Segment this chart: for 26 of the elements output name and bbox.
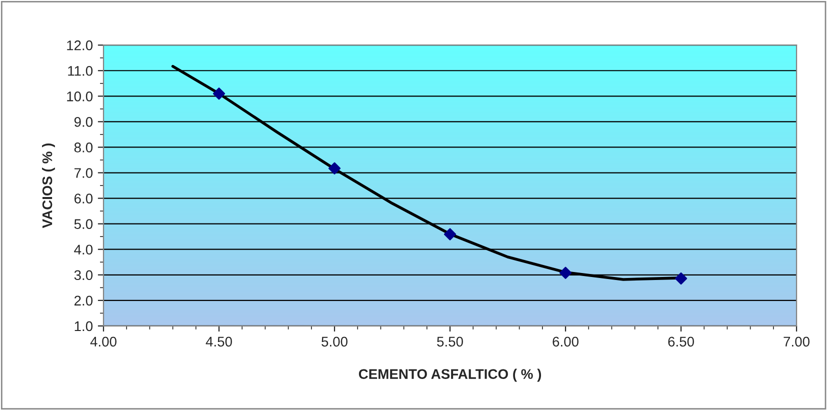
y-tick-label: 2.0 [74, 296, 93, 306]
x-tick-label: 7.00 [784, 336, 810, 347]
point [674, 272, 688, 285]
y-axis-title: VACIOS ( % ) [42, 144, 55, 228]
y-tick-label: 7.0 [74, 168, 93, 178]
point [444, 228, 456, 240]
y-tick-label: 11.0 [68, 66, 93, 76]
x-tick-label: 6.50 [668, 336, 694, 347]
y-tick-label: 8.0 [74, 142, 93, 152]
y-tick-label: 1.0 [74, 321, 93, 332]
y-tick-label: 10.0 [67, 92, 93, 102]
x-tick-label: 5.50 [437, 336, 463, 347]
x-tick-label: 4.50 [206, 336, 232, 347]
x-tick-label: 5.00 [322, 336, 348, 347]
x-axis-title: CEMENTO ASFALTICO ( % ) [358, 368, 542, 382]
y-tick-label: 6.0 [74, 194, 93, 204]
point [212, 88, 226, 100]
y-tick-label: 9.0 [74, 117, 93, 127]
point [328, 162, 341, 174]
y-tick-label: 5.0 [74, 219, 93, 229]
point [559, 266, 572, 279]
x-tick-label: 4.00 [90, 336, 116, 347]
y-tick-label: 3.0 [74, 270, 93, 280]
y-tick-label: 12.0 [67, 40, 93, 50]
x-tick-label: 6.00 [552, 336, 578, 347]
y-tick-label: 4.0 [74, 244, 93, 255]
